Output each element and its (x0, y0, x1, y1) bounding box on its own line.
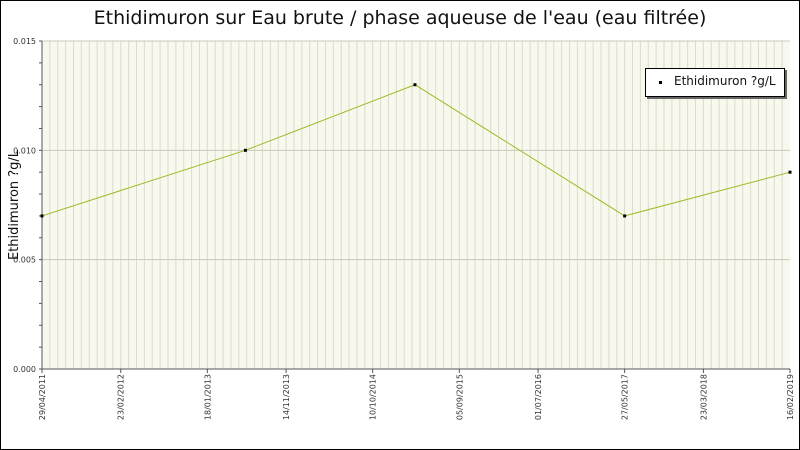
data-point (788, 170, 792, 174)
data-point (243, 148, 247, 152)
x-tick-label: 23/02/2012 (117, 374, 126, 420)
y-tick-label: 0.015 (13, 37, 36, 46)
x-tick-label: 16/02/2019 (786, 374, 795, 420)
legend-label: Ethidimuron ?g/L (674, 74, 776, 88)
chart-title: Ethidimuron sur Eau brute / phase aqueus… (93, 7, 707, 29)
x-tick-label: 14/11/2013 (282, 374, 291, 420)
data-point (40, 214, 44, 218)
legend: Ethidimuron ?g/L (645, 68, 785, 97)
y-tick-labels: 0.000 0.005 0.010 0.015 (13, 37, 36, 374)
x-tick-label: 18/01/2013 (203, 374, 212, 420)
y-tick-label: 0.010 (13, 146, 36, 155)
legend-marker (659, 81, 662, 84)
minor-grid (49, 41, 783, 369)
x-tick-label: 29/04/2011 (38, 374, 47, 420)
x-tick-labels: 29/04/2011 23/02/2012 18/01/2013 14/11/2013… (38, 374, 795, 420)
y-axis-label: Ethidimuron ?g/L (7, 149, 22, 260)
y-tick-label: 0.000 (13, 365, 36, 374)
x-tick-label: 05/09/2015 (455, 374, 464, 420)
axes (39, 40, 791, 373)
data-point (623, 214, 627, 218)
y-tick-label: 0.005 (13, 256, 36, 265)
x-tick-label: 10/10/2014 (369, 374, 378, 420)
x-tick-label: 01/07/2016 (534, 374, 543, 420)
x-tick-label: 27/05/2017 (621, 374, 630, 420)
data-point (413, 83, 417, 87)
series-layer (40, 83, 792, 218)
x-tick-label: 23/03/2018 (699, 374, 708, 420)
